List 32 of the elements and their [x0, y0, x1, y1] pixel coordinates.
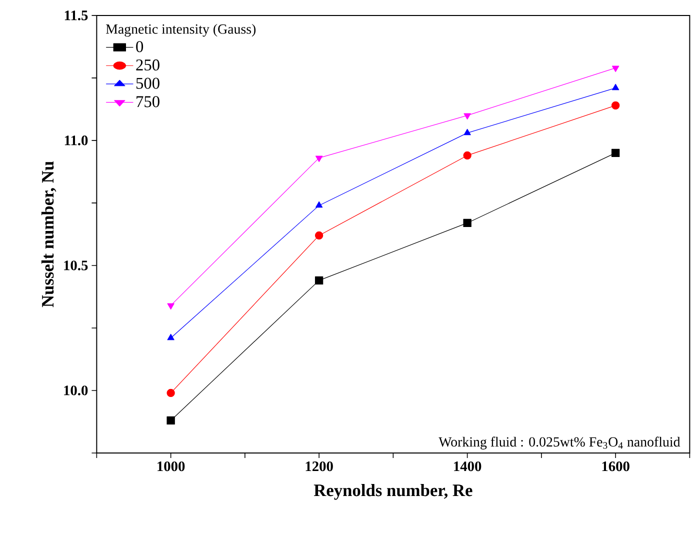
x-axis-title: Reynolds number, Re [314, 484, 472, 500]
legend-title: Magnetic intensity (Gauss) [106, 24, 256, 37]
point [612, 66, 620, 72]
point [464, 128, 471, 136]
y-tick-label: 10.0 [64, 385, 88, 396]
x-tick-label: 1200 [306, 461, 333, 472]
point [463, 218, 472, 227]
x-tick-label: 1400 [454, 461, 482, 472]
point [166, 416, 175, 424]
y-tick-label: 11.5 [64, 10, 88, 20]
legend-label: 750 [136, 96, 160, 108]
y-tick-label: 11.0 [64, 135, 88, 146]
point [611, 148, 620, 157]
legend-label: 500 [136, 78, 160, 89]
point [463, 151, 472, 160]
x-tick-label: 1000 [158, 461, 185, 472]
x-tick-label: 1600 [602, 461, 630, 472]
point [314, 276, 324, 284]
legend-label: 250 [136, 59, 160, 70]
point [167, 334, 174, 340]
annotation: Working fluid : 0.025wt% Fe$_{3}$O$_{4}$ nanofluid [438, 436, 680, 450]
legend-label: 0 [136, 40, 144, 52]
y-axis-title: Nusselt number, Nu [41, 161, 56, 308]
point [167, 303, 174, 310]
point [612, 84, 620, 90]
point [315, 156, 323, 162]
point [611, 101, 620, 110]
point [464, 113, 471, 120]
point [166, 388, 175, 397]
point [315, 201, 323, 208]
y-tick-label: 10.5 [64, 260, 88, 270]
point [314, 231, 324, 240]
